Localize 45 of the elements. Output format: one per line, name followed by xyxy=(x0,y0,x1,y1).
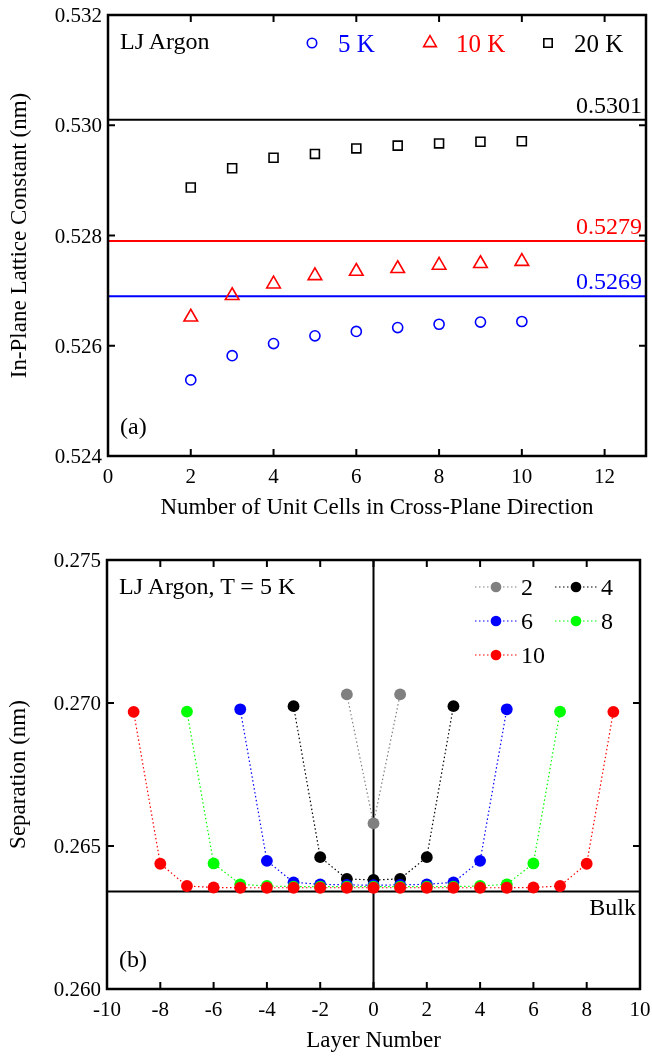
x-tick-label: 8 xyxy=(433,464,445,488)
annotation: LJ Argon, T = 5 K xyxy=(119,573,296,599)
x-tick-label: 10 xyxy=(629,997,651,1021)
x-tick-label: 6 xyxy=(351,464,362,488)
legend-label: 5 K xyxy=(338,30,375,57)
legend-label: 2 xyxy=(521,574,533,600)
x-axis-title: Number of Unit Cells in Cross-Plane Direction xyxy=(160,494,595,519)
x-tick-label: 12 xyxy=(594,464,616,488)
x-tick-label: 0 xyxy=(102,464,114,488)
legend-label: 4 xyxy=(601,574,613,600)
legend-label: 20 K xyxy=(574,30,624,57)
legend-label: 6 xyxy=(521,608,533,634)
y-tick-label: 0.528 xyxy=(54,223,102,248)
y-tick-label: 0.270 xyxy=(53,691,101,715)
y-tick-label: 0.265 xyxy=(53,834,101,858)
x-tick-label: 6 xyxy=(528,997,539,1021)
y-tick-label: 0.524 xyxy=(54,444,103,468)
annotation: LJ Argon xyxy=(120,28,210,54)
legend-label: 8 xyxy=(601,608,613,634)
y-axis-title: Separation (nm) xyxy=(5,700,30,849)
annotation: (b) xyxy=(119,946,147,972)
ref-line-label: Bulk xyxy=(589,894,636,921)
y-tick-label: 0.530 xyxy=(54,113,102,138)
x-tick-label: -6 xyxy=(204,997,223,1021)
annotation: (a) xyxy=(120,413,147,439)
legend-label: 10 K xyxy=(456,30,506,57)
x-tick-label: 0 xyxy=(368,997,379,1021)
x-tick-label: 2 xyxy=(421,997,433,1021)
x-tick-label: 4 xyxy=(268,464,280,488)
x-axis-title: Layer Number xyxy=(306,1027,442,1052)
y-tick-label: 0.526 xyxy=(54,333,102,358)
x-tick-label: -8 xyxy=(151,997,170,1021)
ref-line-label: 0.5269 xyxy=(576,268,642,295)
x-tick-label: 8 xyxy=(581,997,592,1021)
x-tick-label: 10 xyxy=(511,464,533,488)
y-tick-label: 0.532 xyxy=(54,3,102,27)
x-tick-label: -2 xyxy=(311,997,329,1021)
ref-line-label: 0.5301 xyxy=(576,91,642,118)
ref-line-label: 0.5279 xyxy=(576,213,642,240)
legend-label: 10 xyxy=(521,642,545,668)
x-tick-label: -4 xyxy=(258,997,277,1021)
y-axis-title: In-Plane Lattice Constant (nm) xyxy=(6,92,31,379)
x-tick-label: 2 xyxy=(185,464,197,488)
x-tick-label: 4 xyxy=(474,997,486,1021)
y-tick-label: 0.275 xyxy=(53,548,101,572)
